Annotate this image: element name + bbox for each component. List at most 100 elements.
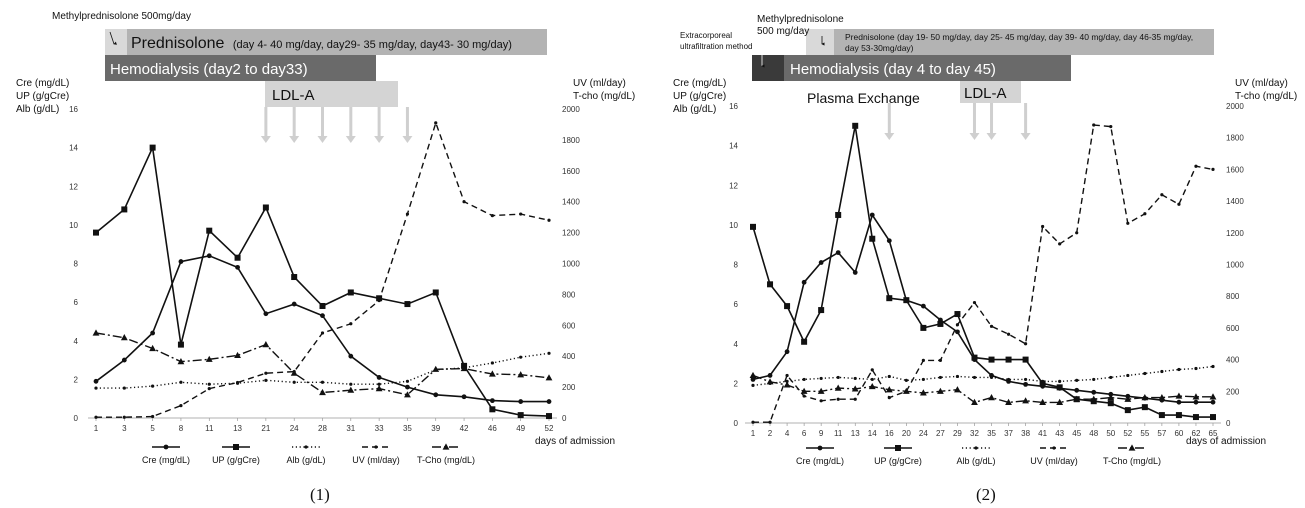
extracorporeal-bar [752,55,784,81]
legend-label: T-Cho (mg/dL) [417,455,475,465]
right-tick-label: 2000 [562,105,580,114]
data-point-cre [1210,399,1216,405]
left-tick-label: 14 [729,142,738,151]
data-point-uv [989,324,994,328]
right-tick-label: 1000 [1226,261,1244,270]
data-point-t-cho [783,381,791,388]
data-point-uv [1041,224,1045,229]
left-tick-label: 8 [734,261,739,270]
data-point-uv [122,415,126,419]
panel-2: Extracorporeal ultrafiltration method Me… [673,14,1297,504]
methylprednisolone-bar [105,29,127,55]
data-point-cre [784,349,790,355]
left-tick-label: 10 [729,221,738,230]
right-tick-label: 0 [1226,419,1231,428]
x-tick-label: 35 [987,429,996,438]
data-point-cre [206,253,212,259]
data-point-t-cho [1107,394,1115,401]
x-tick-label: 41 [1038,429,1047,438]
x-tick-label: 27 [936,429,945,438]
data-point-cre [1176,399,1182,405]
panel-1-legend: Cre (mg/dL) UP (g/gCre) Alb (g/dL) UV (ml/d… [142,443,475,465]
data-point-t-cho [971,398,978,405]
data-point-up [920,324,927,331]
legend-marker [974,446,978,450]
left-tick-label: 2 [734,379,739,388]
data-point-cre [348,353,354,359]
data-point-up [750,223,756,230]
data-point-t-cho [1056,398,1064,405]
data-point-t-cho [868,382,876,390]
data-point-uv [349,322,353,326]
x-tick-label: 50 [1106,429,1115,438]
data-point-alb [1023,377,1028,382]
data-point-up [546,413,552,420]
legend-label: UP (g/gCre) [874,456,922,466]
data-point-uv [972,300,977,305]
data-point-cre [93,378,99,384]
data-point-uv [768,420,772,424]
data-point-uv [264,371,268,375]
data-point-up [1056,384,1063,391]
left-tick-label: 2 [74,375,79,384]
right-tick-label: 800 [1226,292,1240,301]
data-point-alb [547,351,551,355]
left-tick-label: 6 [74,298,79,307]
legend-label: UV (ml/day) [352,455,400,465]
legend-label: Alb (g/dL) [286,455,325,465]
data-point-t-cho [92,329,100,336]
data-point-up [319,302,326,309]
legend-marker [304,445,308,449]
data-point-up [988,356,995,363]
data-point-up [818,307,825,314]
data-point-alb [955,374,960,379]
data-point-cre [1193,399,1199,405]
x-tick-label: 14 [868,429,877,438]
ldla-arrow-2-head [1020,133,1031,140]
data-point-cre [955,329,960,335]
data-point-uv [1075,231,1079,235]
data-point-up [93,229,99,236]
data-point-alb [1041,379,1045,383]
data-point-t-cho [347,386,355,393]
hemodialysis-label-2: Hemodialysis (day 4 to day 45) [790,61,996,78]
data-point-up [1192,414,1199,421]
right-tick-label: 1800 [562,136,580,145]
data-point-alb [519,355,523,359]
x-tick-label: 60 [1174,429,1183,438]
data-point-alb [904,378,908,383]
x-tick-label: 16 [885,429,894,438]
right-tick-label: 1600 [562,167,580,176]
data-point-t-cho [749,371,757,379]
data-point-up [886,295,893,302]
legend-label: T-Cho (mg/dL) [1103,456,1161,466]
data-point-up [347,289,354,296]
data-point-uv [1092,123,1096,127]
legend-marker [895,445,901,451]
data-point-t-cho [766,378,774,385]
ldla-arrowhead [260,136,271,143]
left-tick-label: 4 [734,340,739,349]
x-axis-label: days of admission [535,436,615,447]
data-point-t-cho [937,387,944,394]
data-point-uv [1160,193,1164,197]
x-tick-label: 11 [205,424,214,433]
data-point-t-cho [319,388,326,396]
data-point-uv [785,373,789,378]
data-point-cre [461,394,467,400]
ldla-bar [265,81,398,107]
data-point-uv [1023,342,1028,346]
left-tick-label: 0 [74,414,79,423]
legend-label: Cre (mg/dL) [796,456,844,466]
data-point-alb [1109,375,1113,380]
data-point-up [954,311,961,318]
hemodialysis-label: Hemodialysis (day2 to day33) [110,61,308,78]
data-point-up [404,301,411,308]
data-point-cre [235,264,240,270]
data-point-cre [376,375,382,380]
series-line-up [752,125,1213,418]
data-point-t-cho [404,391,411,398]
x-tick-label: 33 [375,424,384,433]
x-tick-label: 20 [902,429,911,438]
data-point-up [234,254,241,261]
